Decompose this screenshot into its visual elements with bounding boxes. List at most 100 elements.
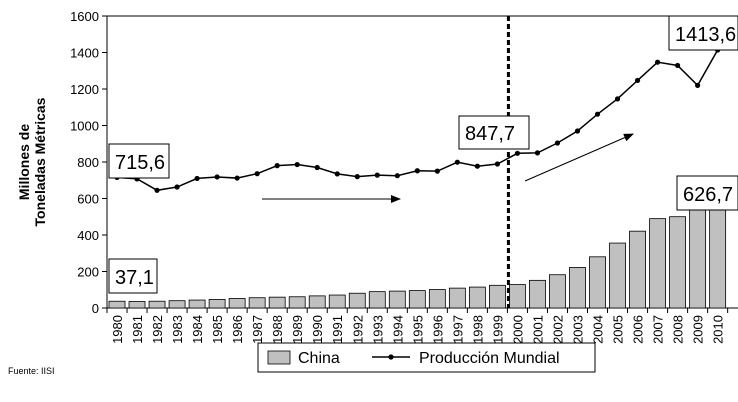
line-point [314, 164, 320, 171]
bar-china [168, 300, 186, 309]
bar-china [148, 300, 166, 309]
y-tick-label: 600 [77, 192, 99, 207]
bar-china [448, 287, 466, 309]
bar-china [288, 296, 306, 309]
line-point [174, 184, 180, 190]
x-tick-label: 1983 [170, 315, 185, 344]
line-point [494, 161, 501, 167]
x-tick-label: 2006 [631, 315, 646, 344]
x-tick-label: 1997 [450, 315, 465, 344]
bar-china [569, 267, 586, 309]
bar-china [509, 284, 526, 309]
x-tick-label: 1993 [370, 315, 385, 344]
x-tick-label: 1999 [490, 315, 505, 344]
y-tick-label: 0 [92, 301, 99, 316]
bar-china [248, 297, 266, 309]
callout-box: 1413,6 [668, 15, 738, 51]
line-point [634, 77, 641, 84]
x-tick-label: 1998 [470, 315, 485, 344]
legend-box [257, 342, 596, 373]
x-tick-label: 1996 [430, 315, 445, 344]
x-tick-label: 2000 [510, 315, 525, 344]
x-tick-label: 2008 [671, 315, 686, 344]
bar-china [308, 295, 326, 309]
line-point [674, 62, 681, 69]
line-point [594, 111, 601, 117]
line-point [534, 150, 541, 156]
x-tick-label: 1984 [190, 315, 205, 344]
x-tick-label: 2005 [611, 315, 626, 344]
x-tick-label: 1990 [310, 315, 325, 344]
bar-china [468, 286, 486, 309]
y-axis-label-line-1: Millones de [16, 124, 32, 200]
y-axis-ticks: 0 200 400 600 800 1000 1200 1400 1600 [70, 9, 107, 316]
callout-label: 37,1 [115, 267, 154, 289]
bar-china [529, 279, 546, 309]
callout-box: 626,7 [676, 175, 738, 211]
y-tick-label: 1000 [70, 119, 99, 134]
x-tick-label: 2004 [591, 315, 606, 344]
line-point [514, 150, 521, 156]
x-tick-label: 2007 [651, 315, 666, 344]
bar-series-china [108, 193, 727, 309]
x-tick-label: 1981 [130, 315, 145, 344]
legend-label-produccion-mundial: Producción Mundial [419, 350, 560, 367]
x-tick-label: 1986 [230, 315, 245, 344]
line-point [354, 174, 360, 180]
line-point [474, 163, 480, 169]
callout-label: 1413,6 [675, 24, 736, 46]
line-point [554, 140, 561, 146]
line-point [434, 168, 440, 174]
bar-china [689, 202, 707, 309]
y-tick-label: 1200 [70, 82, 99, 97]
line-point [614, 96, 621, 102]
x-tick-label: 1982 [150, 315, 165, 344]
callout-label: 847,7 [465, 123, 515, 145]
bar-china [228, 298, 246, 309]
y-tick-label: 200 [77, 265, 99, 280]
line-point [574, 128, 581, 134]
legend-label-china: China [298, 350, 340, 367]
bar-china [428, 289, 446, 309]
legend: China Producción Mundial [257, 342, 596, 373]
bar-china [208, 299, 226, 309]
y-tick-label: 800 [77, 155, 99, 170]
bar-china [108, 300, 126, 309]
x-tick-label: 2001 [530, 315, 545, 344]
bar-china [609, 242, 626, 309]
y-axis-label: Millones de Toneladas Métricas [16, 97, 48, 226]
x-tick-label: 2002 [550, 315, 565, 344]
bar-china [128, 301, 146, 309]
line-point [254, 171, 260, 177]
bar-china [709, 193, 727, 309]
x-tick-label: 2009 [691, 315, 706, 344]
line-point [454, 159, 460, 165]
callouts: 715,6 37,1 847,7 1413,6 626,7 [108, 15, 738, 294]
x-tick-label: 1992 [350, 315, 365, 344]
x-tick-label: 1987 [250, 315, 265, 344]
callout-label: 626,7 [683, 184, 733, 206]
bar-china [368, 291, 386, 309]
x-tick-label: 1994 [390, 315, 405, 344]
x-tick-label: 1995 [410, 315, 425, 344]
line-point [654, 59, 661, 65]
bar-china [328, 294, 346, 309]
x-tick-label: 1991 [330, 315, 345, 344]
callout-box: 37,1 [108, 258, 158, 294]
y-tick-label: 400 [77, 228, 99, 243]
line-point [234, 175, 240, 181]
trend-arrow-rising [524, 133, 634, 182]
y-axis-label-line-2: Toneladas Métricas [32, 97, 48, 226]
bar-china [669, 216, 687, 309]
bar-china [589, 256, 606, 309]
bar-china [629, 230, 646, 309]
x-tick-label: 1988 [270, 315, 285, 344]
line-point [154, 187, 160, 193]
x-tick-label: 1980 [110, 315, 125, 344]
callout-label: 715,6 [115, 152, 165, 174]
bar-china [408, 290, 426, 309]
legend-swatch-china [267, 350, 291, 365]
bar-china [649, 218, 666, 309]
x-tick-label: 1989 [290, 315, 305, 344]
